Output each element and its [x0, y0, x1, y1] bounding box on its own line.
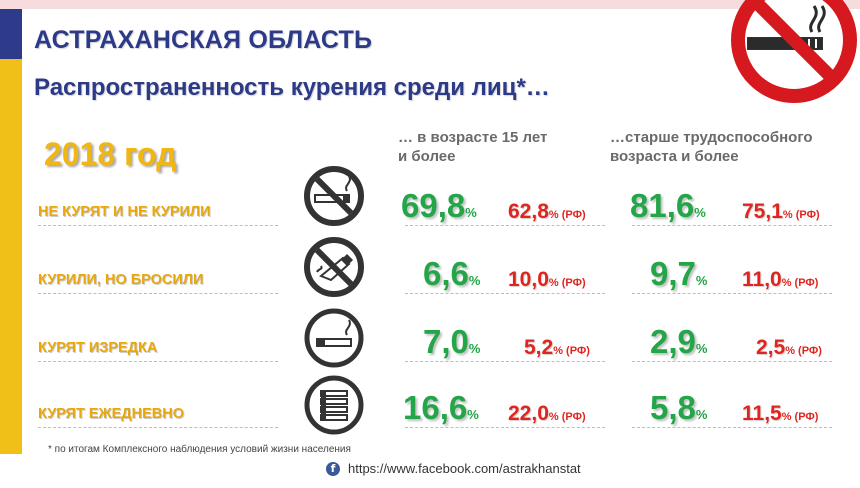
- unit: %: [695, 407, 708, 422]
- value-15-plus-rf: 22,0% (РФ): [508, 402, 586, 426]
- unit: % (РФ): [782, 209, 820, 221]
- column-header-elderly: …старше трудоспособного возраста и более: [610, 129, 813, 165]
- value-elderly-rf: 75,1% (РФ): [742, 200, 820, 224]
- unit: %: [695, 273, 708, 288]
- slide: АСТРАХАНСКАЯ ОБЛАСТЬ Распространенность …: [0, 0, 860, 455]
- value-number: 22,0: [508, 402, 549, 425]
- divider: [632, 293, 832, 294]
- unit: % (РФ): [548, 411, 586, 423]
- divider: [405, 361, 605, 362]
- value-number: 16,6: [403, 389, 468, 426]
- left-yellow-bar: [0, 59, 22, 454]
- value-15-plus-rf: 10,0% (РФ): [508, 268, 586, 292]
- year-label: 2018 год: [44, 136, 177, 172]
- row-smoke-daily: КУРЯТ ЕЖЕДНЕВНО 16,6% 22,0% (РФ) 5,8% 11…: [0, 374, 860, 435]
- unit: %: [465, 205, 477, 220]
- value-number: 75,1: [742, 200, 783, 223]
- value-number: 62,8: [508, 200, 549, 223]
- value-number: 9,7: [650, 255, 696, 292]
- unit: % (РФ): [548, 209, 586, 221]
- divider: [405, 427, 605, 428]
- value-elderly: 2,9%: [650, 323, 707, 361]
- left-blue-bar: [0, 9, 22, 59]
- divider: [38, 361, 278, 362]
- category-label: КУРЯТ ИЗРЕДКА: [38, 340, 158, 356]
- value-15-plus: 69,8%: [401, 187, 477, 225]
- value-number: 2,9: [650, 323, 696, 360]
- footer-bar: [0, 454, 860, 488]
- value-elderly-rf: 11,5% (РФ): [742, 402, 818, 426]
- many-cigarettes-icon: [304, 375, 364, 435]
- top-stripe: [0, 0, 860, 9]
- value-number: 11,5: [742, 402, 782, 425]
- facebook-link[interactable]: https://www.facebook.com/astrakhanstat: [348, 461, 581, 476]
- page-subtitle: Распространенность курения среди лиц*…: [34, 74, 550, 101]
- divider: [405, 225, 605, 226]
- unit: % (РФ): [781, 411, 819, 423]
- unit: % (РФ): [553, 345, 590, 357]
- row-quit-smoking: КУРИЛИ, НО БРОСИЛИ 6,6% 10,0% (РФ) 9,7% …: [0, 237, 860, 298]
- single-cigarette-icon: [304, 308, 364, 368]
- no-smoking-sign-icon: [731, 0, 857, 103]
- unit: %: [695, 341, 708, 356]
- value-number: 7,0: [423, 323, 469, 360]
- divider: [38, 225, 278, 226]
- facebook-icon: f: [326, 462, 340, 476]
- category-label: КУРЯТ ЕЖЕДНЕВНО: [38, 406, 184, 422]
- divider: [38, 427, 278, 428]
- value-15-plus-rf: 5,2% (РФ): [524, 336, 590, 360]
- quit-smoking-icon: [304, 237, 364, 297]
- unit: % (РФ): [785, 345, 822, 357]
- value-number: 11,0: [742, 268, 782, 291]
- category-label: КУРИЛИ, НО БРОСИЛИ: [38, 272, 204, 288]
- value-number: 2,5: [756, 336, 786, 359]
- unit: % (РФ): [548, 277, 586, 289]
- row-smoke-occasionally: КУРЯТ ИЗРЕДКА 7,0% 5,2% (РФ) 2,9% 2,5% (…: [0, 306, 860, 368]
- value-elderly-rf: 2,5% (РФ): [756, 336, 822, 360]
- value-number: 5,8: [650, 389, 696, 426]
- divider: [632, 225, 832, 226]
- region-title: АСТРАХАНСКАЯ ОБЛАСТЬ: [34, 26, 373, 54]
- value-number: 10,0: [508, 268, 549, 291]
- value-number: 81,6: [630, 187, 695, 224]
- divider: [38, 293, 278, 294]
- unit: %: [467, 407, 479, 422]
- unit: %: [468, 341, 481, 356]
- unit: %: [694, 205, 706, 220]
- value-15-plus: 16,6%: [403, 389, 479, 427]
- no-smoking-icon: [304, 166, 364, 226]
- unit: % (РФ): [781, 277, 819, 289]
- row-never-smoked: НЕ КУРЯТ И НЕ КУРИЛИ 69,8% 62,8% (РФ) 81…: [0, 166, 860, 230]
- value-15-plus: 6,6%: [423, 255, 480, 293]
- value-elderly: 5,8%: [650, 389, 707, 427]
- value-elderly: 9,7%: [650, 255, 707, 293]
- value-number: 6,6: [423, 255, 469, 292]
- value-number: 69,8: [401, 187, 466, 224]
- value-number: 5,2: [524, 336, 554, 359]
- divider: [405, 293, 605, 294]
- unit: %: [468, 273, 481, 288]
- divider: [632, 427, 832, 428]
- value-elderly: 81,6%: [630, 187, 706, 225]
- value-15-plus: 7,0%: [423, 323, 480, 361]
- footnote: * по итогам Комплексного наблюдения усло…: [48, 444, 351, 455]
- value-elderly-rf: 11,0% (РФ): [742, 268, 818, 292]
- value-15-plus-rf: 62,8% (РФ): [508, 200, 586, 224]
- divider: [632, 361, 832, 362]
- column-header-15-plus: … в возрасте 15 лет и более: [398, 129, 548, 165]
- category-label: НЕ КУРЯТ И НЕ КУРИЛИ: [38, 204, 211, 220]
